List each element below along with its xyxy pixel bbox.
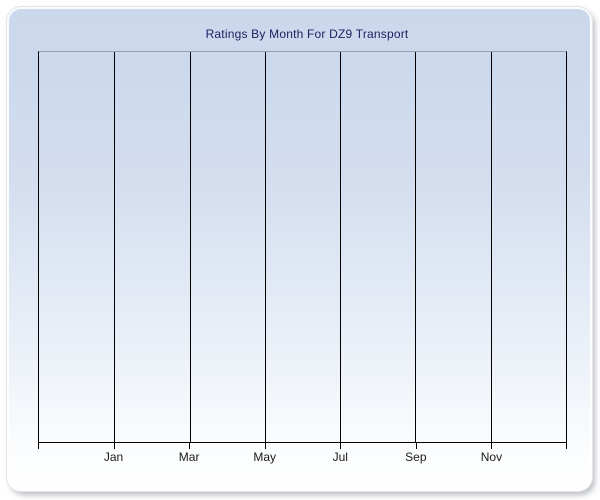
x-axis-label: Jul: [332, 450, 348, 464]
x-axis-label: Nov: [480, 450, 503, 464]
x-axis-label: Jan: [103, 450, 124, 464]
chart-title: Ratings By Month For DZ9 Transport: [205, 27, 409, 41]
x-axis-tick: [566, 443, 567, 449]
chart-panel: Ratings By Month For DZ9 Transport: [7, 7, 592, 491]
vertical-gridline: [264, 52, 266, 442]
x-axis-tick: [189, 443, 191, 449]
x-axis-tick: [38, 443, 39, 449]
plot-area: [38, 51, 567, 443]
x-labels: Jan Mar May Jul Sep Nov: [38, 450, 567, 466]
x-axis-tick: [340, 443, 342, 449]
x-axis-label: May: [253, 450, 277, 464]
vertical-gridline: [189, 52, 191, 442]
x-axis-label: Mar: [178, 450, 200, 464]
vertical-gridline: [415, 52, 417, 442]
vertical-gridline: [114, 52, 116, 442]
x-axis-label: Sep: [405, 450, 427, 464]
vertical-gridline: [340, 52, 342, 442]
x-axis-tick: [264, 443, 266, 449]
x-ticks: [38, 443, 567, 450]
x-axis-tick: [113, 443, 115, 449]
x-axis-tick: [415, 443, 417, 449]
vertical-gridline: [490, 52, 492, 442]
x-axis-tick: [491, 443, 493, 449]
